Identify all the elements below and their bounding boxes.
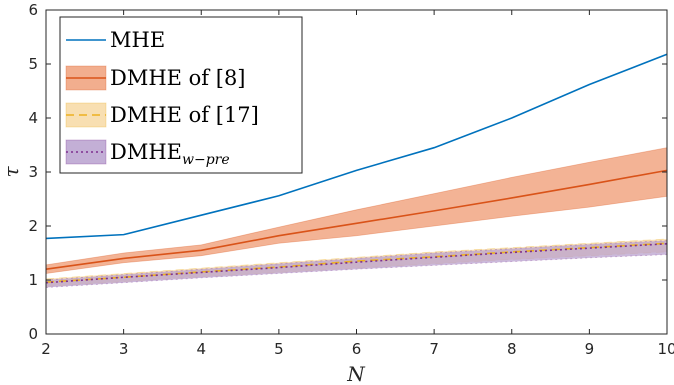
series-line-2 [45,169,668,270]
x-tick-label: 5 [274,340,284,358]
y-tick-label: 6 [28,1,38,19]
x-tick-label: 8 [507,340,517,358]
legend-label-4: DMHEw−pre [110,140,230,168]
legend: MHE DMHE of [8] DMHE of [17] DMHEw−pre [59,16,303,174]
series-line-4 [45,243,668,284]
legend-label-1: MHE [110,28,165,52]
series-lines [45,53,668,284]
y-tick-label: 5 [28,55,38,73]
y-tick-label: 3 [28,163,38,181]
series-line-1 [45,53,668,240]
y-tick-label: 0 [28,325,38,343]
band-edge-2-upper [45,147,668,266]
y-axis-label: τ [0,166,23,178]
band-edge-4-lower [45,254,668,288]
y-axis-ticks: 0 1 2 3 4 5 6 [28,1,667,343]
x-tick-label: 4 [196,340,206,358]
x-tick-label: 6 [352,340,362,358]
x-axis-ticks: 2 3 4 5 6 7 8 9 10 [41,10,674,358]
band-edge-4-upper [45,240,668,281]
y-tick-label: 4 [28,109,38,127]
x-tick-label: 3 [119,340,129,358]
legend-label-3: DMHE of [17] [110,103,259,127]
y-tick-label: 1 [28,271,38,289]
x-tick-label: 10 [657,340,674,358]
band-2 [46,147,667,274]
x-tick-label: 7 [429,340,439,358]
y-tick-label: 2 [28,217,38,235]
x-axis-label: N [346,362,366,385]
x-tick-label: 2 [41,340,51,358]
band-edge-2-lower [45,195,668,274]
legend-label-2: DMHE of [8] [110,66,246,90]
legend-subscript: w−pre [182,152,230,168]
x-tick-label: 9 [585,340,595,358]
band-4 [46,240,667,288]
